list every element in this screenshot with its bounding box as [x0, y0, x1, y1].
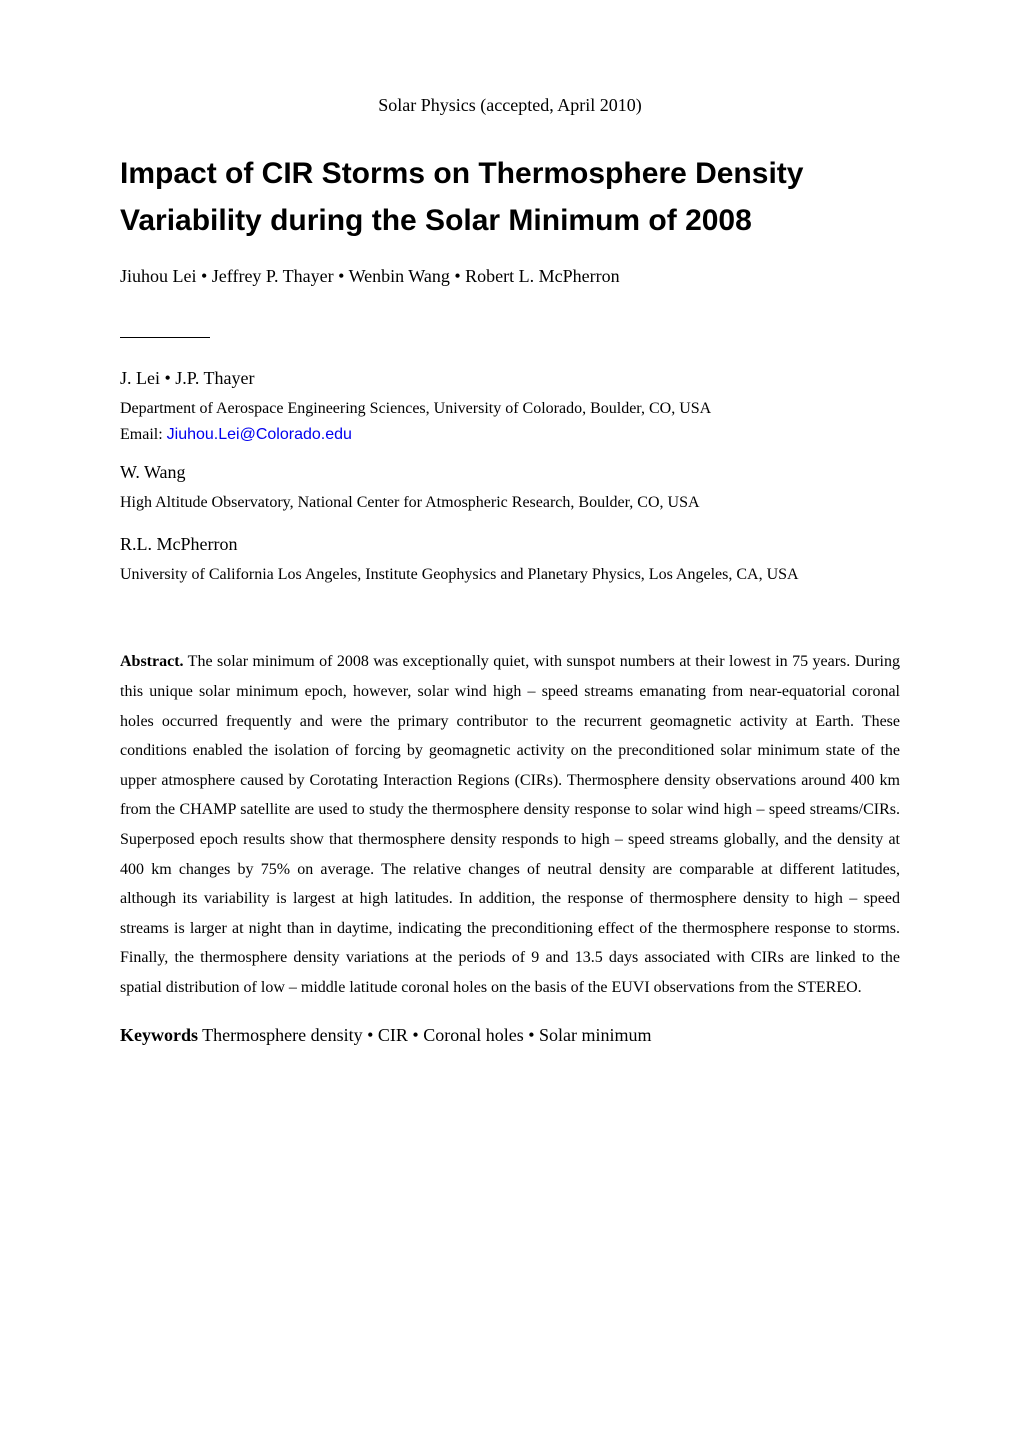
affiliation-block-1: J. Lei • J.P. Thayer Department of Aeros… — [120, 368, 900, 444]
affiliation-authors: W. Wang — [120, 462, 900, 483]
email-line: Email: Jiuhou.Lei@Colorado.edu — [120, 426, 900, 444]
keywords-block: Keywords Thermosphere density • CIR • Co… — [120, 1025, 900, 1046]
paper-title: Impact of CIR Storms on Thermosphere Den… — [120, 151, 900, 244]
affiliation-block-2: W. Wang High Altitude Observatory, Natio… — [120, 462, 900, 516]
email-label: Email: — [120, 426, 167, 443]
abstract-block: Abstract. The solar minimum of 2008 was … — [120, 647, 900, 1002]
keywords-label: Keywords — [120, 1025, 198, 1045]
abstract-text: The solar minimum of 2008 was exceptiona… — [120, 653, 900, 996]
affiliation-authors: R.L. McPherron — [120, 534, 900, 555]
authors-line: Jiuhou Lei • Jeffrey P. Thayer • Wenbin … — [120, 266, 900, 287]
keywords-text: Thermosphere density • CIR • Coronal hol… — [198, 1025, 652, 1045]
affiliation-block-3: R.L. McPherron University of California … — [120, 534, 900, 588]
affiliation-department: High Altitude Observatory, National Cent… — [120, 491, 900, 516]
section-divider — [120, 337, 210, 338]
email-link[interactable]: Jiuhou.Lei@Colorado.edu — [167, 426, 352, 443]
abstract-label: Abstract. — [120, 653, 184, 670]
affiliation-authors: J. Lei • J.P. Thayer — [120, 368, 900, 389]
affiliation-department: Department of Aerospace Engineering Scie… — [120, 397, 900, 422]
affiliation-department: University of California Los Angeles, In… — [120, 563, 900, 588]
journal-header: Solar Physics (accepted, April 2010) — [120, 95, 900, 116]
